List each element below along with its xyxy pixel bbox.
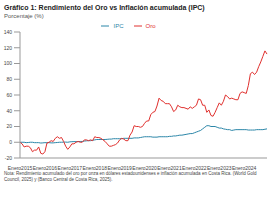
svg-text:20: 20 (8, 123, 12, 129)
html-text:IPC: IPC (113, 23, 124, 29)
svg-text:0: 0 (9, 139, 12, 145)
html-text:Oro: Oro (145, 23, 156, 29)
html-text:Nota: Rendimiento acumulado de: Nota: Rendimiento acumulado del oro por … (4, 171, 257, 182)
svg-text:Enero2024: Enero2024 (232, 165, 257, 170)
svg-text:-20: -20 (8, 155, 12, 161)
svg-text:Enero2023: Enero2023 (207, 165, 232, 170)
html-text:Porcentaje (%): Porcentaje (%) (4, 13, 44, 19)
svg-text:Enero2017: Enero2017 (58, 165, 83, 170)
svg-text:Enero2018: Enero2018 (82, 165, 107, 170)
svg-text:140: 140 (8, 29, 12, 35)
svg-text:100: 100 (8, 60, 12, 66)
svg-text:80: 80 (8, 76, 12, 82)
svg-text:40: 40 (8, 108, 12, 114)
svg-text:Enero2022: Enero2022 (182, 165, 207, 170)
svg-text:Enero2019: Enero2019 (107, 165, 132, 170)
html-text:Gráfico 1: Rendimiento del Oro: Gráfico 1: Rendimiento del Oro vs Inflac… (4, 4, 205, 11)
svg-text:120: 120 (8, 45, 12, 51)
svg-text:Enero2020: Enero2020 (132, 165, 157, 170)
svg-text:60: 60 (8, 92, 12, 98)
svg-text:Enero2016: Enero2016 (33, 165, 58, 170)
svg-text:Enero2015: Enero2015 (8, 165, 32, 170)
svg-text:Enero2021: Enero2021 (157, 165, 182, 170)
